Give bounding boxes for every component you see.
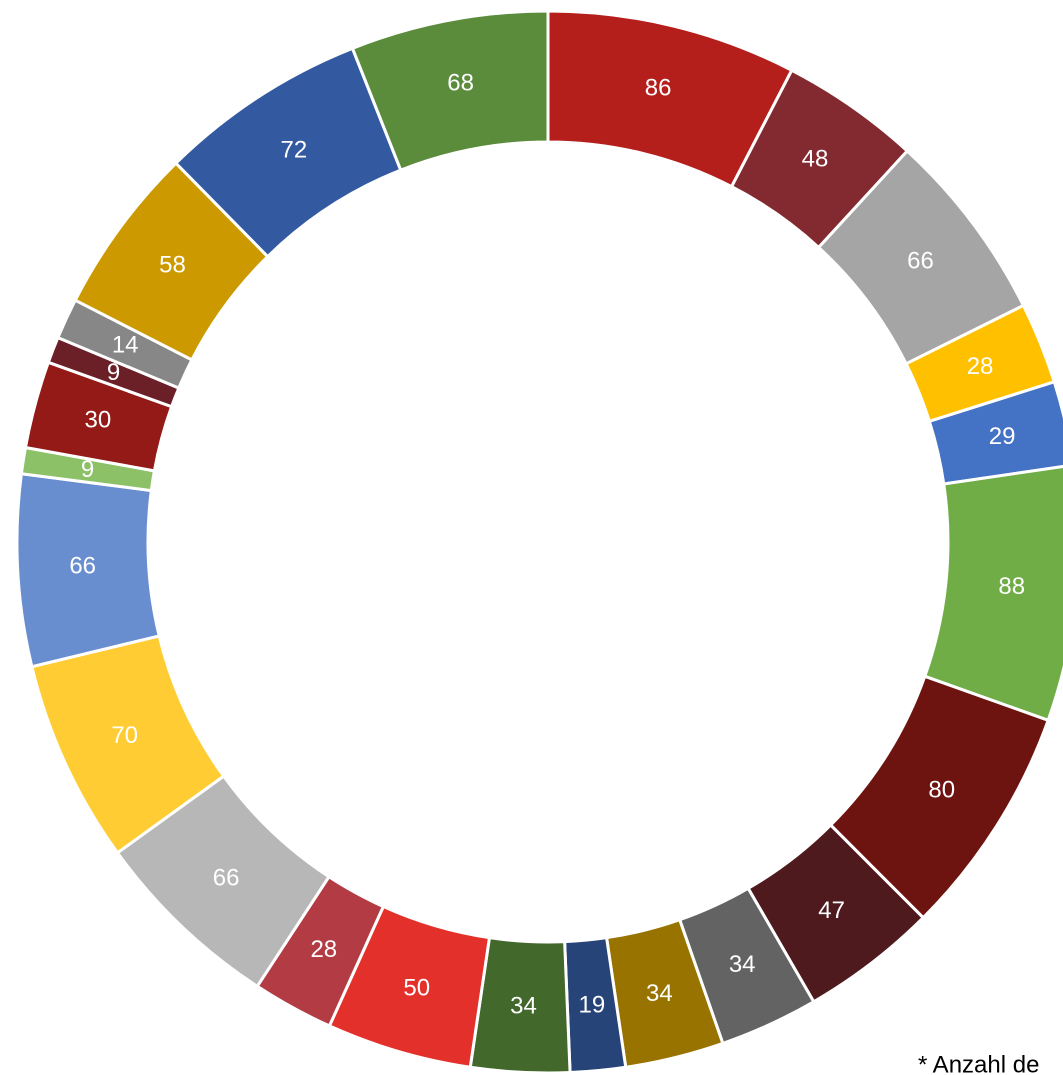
slice [922,464,1063,723]
data-label: 14 [112,331,139,358]
data-label: 88 [998,573,1025,600]
data-label: 34 [729,951,756,978]
data-label: 48 [802,145,829,172]
footnote: * Anzahl de [918,1051,1039,1075]
data-label: 68 [447,70,474,97]
data-label: 19 [579,991,606,1018]
data-label: 9 [107,359,120,386]
data-label: 30 [85,407,112,434]
data-label: 29 [989,423,1016,450]
data-label: 66 [69,553,96,580]
data-label: 34 [646,980,673,1007]
data-label: 70 [111,722,138,749]
data-label: 50 [403,974,430,1001]
data-label: 28 [310,936,337,963]
data-label: 47 [818,897,845,924]
data-label: 34 [510,993,537,1020]
data-label: 66 [213,864,240,891]
data-label: 66 [907,247,934,274]
slice [350,9,550,173]
data-label: 58 [159,251,186,278]
donut: 8648662829888047343419345028667066930914… [15,9,1063,1075]
data-label: 80 [928,777,955,804]
data-label: 86 [645,75,672,102]
data-label: 72 [281,137,308,164]
data-label: 9 [81,456,94,483]
data-label: 28 [967,353,994,380]
